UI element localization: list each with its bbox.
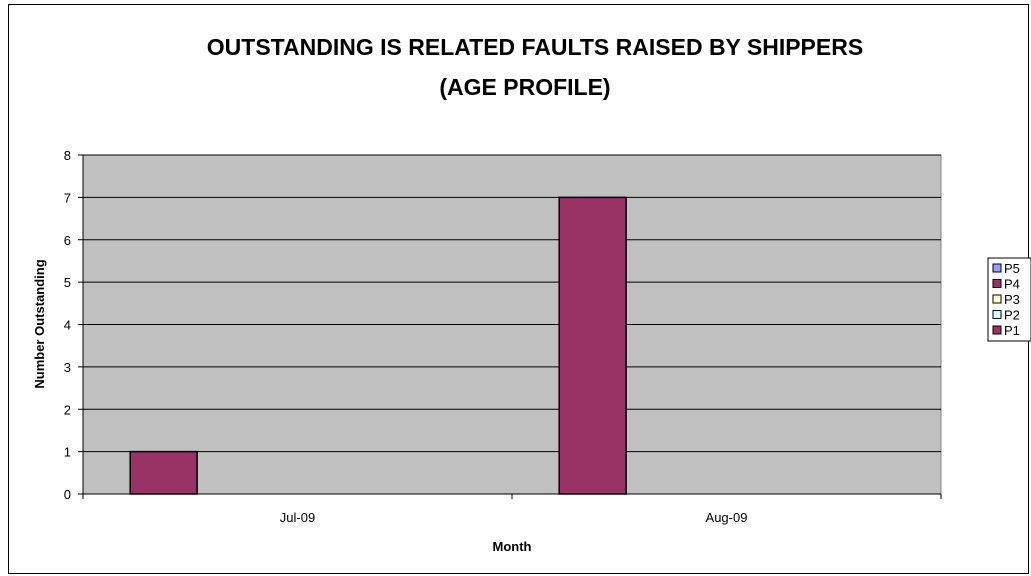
y-axis-ticks: 0 1 2 3 4 5 6 7 8 [64, 148, 83, 502]
legend-swatch-p2 [992, 310, 1002, 319]
chart-title-line-1: OUTSTANDING IS RELATED FAULTS RAISED BY … [207, 34, 863, 60]
y-tick-label: 8 [64, 148, 71, 163]
legend-label-p5: P5 [1004, 261, 1020, 276]
y-tick-label: 2 [64, 402, 71, 417]
y-tick-label: 5 [64, 275, 71, 290]
legend-label-p4: P4 [1004, 277, 1020, 292]
y-tick-label: 6 [64, 233, 71, 248]
y-axis-label: Number Outstanding [32, 259, 47, 388]
legend-label-p3: P3 [1004, 292, 1020, 307]
y-tick-label: 1 [64, 445, 71, 460]
legend-swatch-p5 [992, 263, 1002, 273]
legend-label-p1: P1 [1004, 323, 1020, 338]
y-tick-label: 3 [64, 360, 71, 375]
y-tick-label: 4 [64, 318, 71, 333]
gridlines [83, 154, 941, 453]
legend-swatch-p1 [992, 325, 1002, 335]
bar-p1 [129, 450, 198, 495]
bars [129, 196, 627, 495]
x-tick-label: Jul-09 [280, 510, 315, 525]
legend-label-p2: P2 [1004, 308, 1020, 323]
legend-swatch-p4 [992, 279, 1002, 288]
legend-swatch-p3 [992, 294, 1002, 304]
bar-p1 [558, 196, 627, 495]
x-axis-label: Month [493, 539, 532, 554]
chart-title-line-2: (AGE PROFILE) [439, 74, 610, 100]
x-tick-label: Aug-09 [706, 510, 748, 525]
x-axis-ticks: Jul-09 Aug-09 [82, 494, 942, 525]
y-tick-label: 7 [64, 190, 71, 205]
y-tick-label: 0 [64, 487, 71, 502]
